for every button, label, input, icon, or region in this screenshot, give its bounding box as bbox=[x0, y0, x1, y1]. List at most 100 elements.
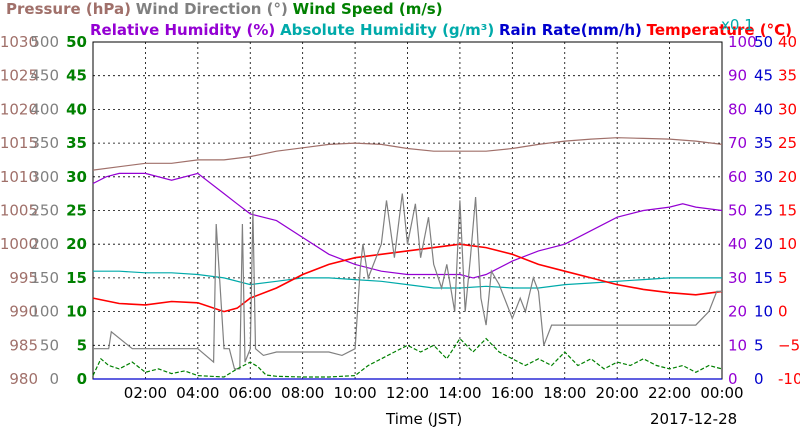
y-tick-label-rain: 35 bbox=[754, 134, 773, 152]
y-tick-label-temp: 40 bbox=[778, 33, 797, 51]
y-tick-label-pressure: 1010 bbox=[0, 168, 38, 186]
y-tick-label-temp: 15 bbox=[778, 202, 797, 220]
series-layer bbox=[92, 137, 723, 380]
y-tick-label-wind_speed: 15 bbox=[66, 269, 87, 287]
y-tick-label-temp: -10 bbox=[778, 370, 800, 388]
y-tick-label-wind_speed: 20 bbox=[66, 235, 87, 253]
y-tick-label-rel_hum: 80 bbox=[728, 100, 747, 118]
y-tick-label-temp: 10 bbox=[778, 235, 797, 253]
y-tick-label-temp: 35 bbox=[778, 67, 797, 85]
y-tick-label-wind_dir: 200 bbox=[30, 235, 59, 253]
legend-entry: Wind Speed (m/s) bbox=[293, 0, 443, 18]
grid-lines bbox=[93, 42, 722, 379]
y-tick-label-rel_hum: 50 bbox=[728, 202, 747, 220]
series-wind-speed bbox=[92, 337, 723, 378]
y-tick-label-wind_speed: 40 bbox=[66, 100, 87, 118]
y-tick-label-rel_hum: 40 bbox=[728, 235, 747, 253]
y-tick-label-rain: 25 bbox=[754, 202, 773, 220]
x-tick-label: 06:00 bbox=[229, 384, 272, 402]
legend-entry: Relative Humidity (%) bbox=[90, 21, 275, 39]
date-label: 2017-12-28 bbox=[650, 410, 737, 428]
x-tick-label: 16:00 bbox=[491, 384, 534, 402]
y-tick-label-wind_speed: 35 bbox=[66, 134, 87, 152]
abs-humidity-multiplier: x0.1 bbox=[721, 16, 754, 34]
x-axis-label: Time (JST) bbox=[385, 410, 462, 428]
series-relative-humidity bbox=[92, 172, 723, 279]
x-tick-label: 12:00 bbox=[386, 384, 429, 402]
legend-entry: Absolute Humidity (g/m³) bbox=[280, 21, 494, 39]
y-tick-label-rain: 5 bbox=[754, 336, 764, 354]
series-wind-direction bbox=[93, 193, 722, 370]
y-tick-label-rain: 15 bbox=[754, 269, 773, 287]
legend-entry: Temperature (°C) bbox=[647, 21, 792, 39]
x-tick-label: 04:00 bbox=[176, 384, 219, 402]
x-tick-label: 08:00 bbox=[281, 384, 324, 402]
y-tick-label-wind_dir: 150 bbox=[30, 269, 59, 287]
y-tick-label-pressure: 985 bbox=[9, 336, 38, 354]
y-tick-label-temp: −5 bbox=[778, 336, 800, 354]
y-tick-label-rel_hum: 100 bbox=[728, 33, 757, 51]
y-tick-label-pressure: 1015 bbox=[0, 134, 38, 152]
y-tick-label-pressure: 980 bbox=[9, 370, 38, 388]
y-tick-label-wind_dir: 500 bbox=[30, 33, 59, 51]
series-temperature bbox=[92, 243, 723, 313]
legend-entry: Pressure (hPa) bbox=[6, 0, 131, 18]
left-axes: 9809859909951000100510101015102010251030… bbox=[0, 33, 87, 388]
y-tick-label-pressure: 1025 bbox=[0, 67, 38, 85]
y-tick-label-pressure: 1030 bbox=[0, 33, 38, 51]
y-tick-label-rain: 20 bbox=[754, 235, 773, 253]
legend-entry: Rain Rate(mm/h) bbox=[499, 21, 642, 39]
y-tick-label-wind_speed: 10 bbox=[66, 303, 87, 321]
y-tick-label-rain: 50 bbox=[754, 33, 773, 51]
legend-line-1: Pressure (hPa) Wind Direction (°) Wind S… bbox=[6, 0, 443, 18]
y-tick-label-rel_hum: 20 bbox=[728, 303, 747, 321]
legend-line-2: Relative Humidity (%) Absolute Humidity … bbox=[90, 21, 792, 39]
y-tick-label-rel_hum: 70 bbox=[728, 134, 747, 152]
y-tick-label-wind_dir: 100 bbox=[30, 303, 59, 321]
y-tick-label-pressure: 1005 bbox=[0, 202, 38, 220]
y-tick-label-wind_dir: 250 bbox=[30, 202, 59, 220]
x-tick-label: 22:00 bbox=[648, 384, 691, 402]
y-tick-label-rel_hum: 90 bbox=[728, 67, 747, 85]
y-tick-label-temp: 5 bbox=[778, 269, 788, 287]
y-tick-label-rain: 10 bbox=[754, 303, 773, 321]
y-tick-label-pressure: 990 bbox=[9, 303, 38, 321]
y-tick-label-wind_dir: 50 bbox=[40, 336, 59, 354]
y-tick-label-pressure: 995 bbox=[9, 269, 38, 287]
y-tick-label-wind_dir: 450 bbox=[30, 67, 59, 85]
y-tick-label-rel_hum: 0 bbox=[728, 370, 738, 388]
x-tick-label: 20:00 bbox=[596, 384, 639, 402]
y-tick-label-temp: 0 bbox=[778, 303, 788, 321]
right-axes: 0102030405060708090100051015202530354045… bbox=[728, 33, 800, 388]
y-tick-label-temp: 20 bbox=[778, 168, 797, 186]
y-tick-label-wind_speed: 50 bbox=[66, 33, 87, 51]
y-tick-label-rain: 45 bbox=[754, 67, 773, 85]
y-tick-label-wind_dir: 400 bbox=[30, 100, 59, 118]
y-tick-label-wind_dir: 0 bbox=[49, 370, 59, 388]
y-tick-label-wind_dir: 350 bbox=[30, 134, 59, 152]
y-tick-label-rain: 0 bbox=[754, 370, 764, 388]
y-tick-label-wind_speed: 25 bbox=[66, 202, 87, 220]
y-tick-label-wind_speed: 0 bbox=[77, 370, 87, 388]
y-tick-label-pressure: 1020 bbox=[0, 100, 38, 118]
series-pressure bbox=[92, 137, 723, 171]
y-tick-label-wind_speed: 45 bbox=[66, 67, 87, 85]
x-tick-label: 14:00 bbox=[438, 384, 481, 402]
y-tick-label-temp: 30 bbox=[778, 100, 797, 118]
x-axis: 02:00 04:00 06:00 08:00 10:00 12:00 14:00 16:00… bbox=[124, 384, 744, 402]
y-tick-label-temp: 25 bbox=[778, 134, 797, 152]
y-tick-label-wind_dir: 300 bbox=[30, 168, 59, 186]
legend-entry: Wind Direction (°) bbox=[136, 0, 288, 18]
y-tick-label-rain: 30 bbox=[754, 168, 773, 186]
series-absolute-humidity bbox=[93, 270, 722, 289]
y-tick-label-wind_speed: 5 bbox=[77, 336, 87, 354]
x-tick-label: 18:00 bbox=[543, 384, 586, 402]
y-tick-label-rel_hum: 10 bbox=[728, 336, 747, 354]
x-tick-label: 00:00 bbox=[700, 384, 743, 402]
y-tick-label-rel_hum: 30 bbox=[728, 269, 747, 287]
y-tick-label-rel_hum: 60 bbox=[728, 168, 747, 186]
x-tick-label: 02:00 bbox=[124, 384, 167, 402]
y-tick-label-rain: 40 bbox=[754, 100, 773, 118]
y-tick-label-pressure: 1000 bbox=[0, 235, 38, 253]
